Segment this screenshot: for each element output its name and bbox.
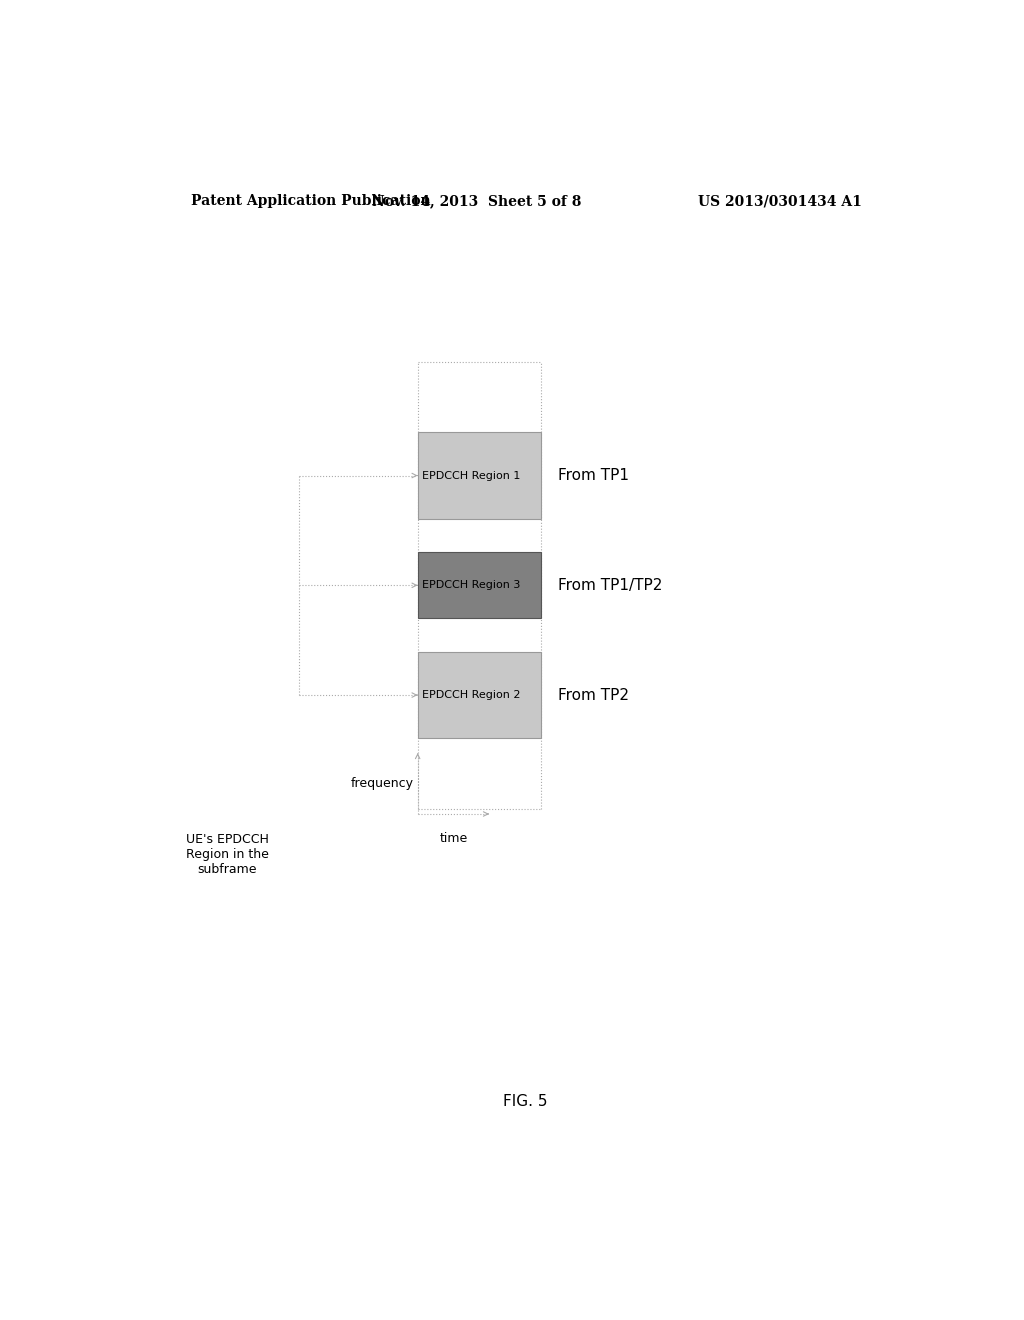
Bar bbox=[418, 552, 541, 618]
Bar bbox=[418, 652, 541, 738]
Text: EPDCCH Region 3: EPDCCH Region 3 bbox=[422, 581, 520, 590]
Text: Patent Application Publication: Patent Application Publication bbox=[191, 194, 431, 209]
Text: time: time bbox=[439, 833, 468, 845]
Text: US 2013/0301434 A1: US 2013/0301434 A1 bbox=[698, 194, 862, 209]
Text: UE's EPDCCH
Region in the
subframe: UE's EPDCCH Region in the subframe bbox=[185, 833, 268, 876]
Text: FIG. 5: FIG. 5 bbox=[503, 1094, 547, 1109]
Text: From TP2: From TP2 bbox=[558, 688, 629, 702]
Text: From TP1: From TP1 bbox=[558, 469, 629, 483]
Text: frequency: frequency bbox=[350, 777, 414, 789]
Text: From TP1/TP2: From TP1/TP2 bbox=[558, 578, 663, 593]
Text: Nov. 14, 2013  Sheet 5 of 8: Nov. 14, 2013 Sheet 5 of 8 bbox=[373, 194, 582, 209]
Text: EPDCCH Region 2: EPDCCH Region 2 bbox=[422, 690, 520, 700]
Text: EPDCCH Region 1: EPDCCH Region 1 bbox=[422, 470, 520, 480]
Bar bbox=[418, 433, 541, 519]
